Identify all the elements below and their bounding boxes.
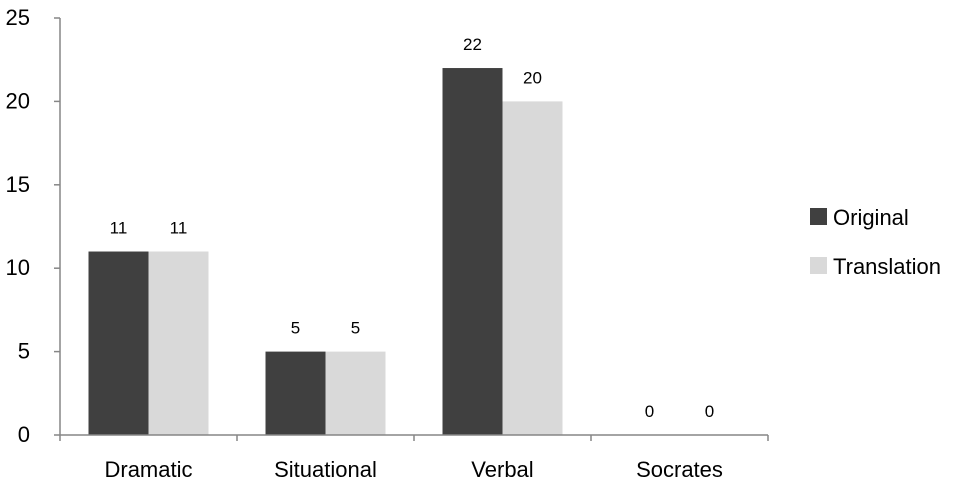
bar-translation-situational (325, 351, 386, 435)
data-label: 20 (523, 68, 542, 87)
legend-label-translation: Translation (833, 254, 941, 279)
x-category-label: Situational (274, 457, 377, 482)
x-axis: Dramatic Situational Verbal Socrates (59, 434, 769, 482)
bar-original-verbal (442, 68, 503, 435)
bar-original-dramatic (88, 251, 149, 435)
legend-swatch-original (810, 208, 827, 225)
data-labels: 11 11 5 5 22 20 0 0 (110, 35, 715, 421)
y-tick-label: 25 (6, 5, 30, 30)
data-label: 0 (645, 402, 654, 421)
y-tick-label: 10 (6, 255, 30, 280)
data-label: 22 (463, 35, 482, 54)
x-category-label: Verbal (471, 457, 533, 482)
bars (88, 68, 563, 436)
y-tick-label: 15 (6, 172, 30, 197)
data-label: 5 (291, 319, 300, 338)
data-label: 0 (705, 402, 714, 421)
y-axis: 0 5 10 15 20 25 (6, 5, 61, 447)
y-tick-label: 5 (18, 339, 30, 364)
y-tick-label: 20 (6, 88, 30, 113)
y-tick-label: 0 (18, 422, 30, 447)
legend: Original Translation (810, 205, 941, 279)
legend-swatch-translation (810, 257, 827, 274)
bar-translation-verbal (502, 101, 563, 436)
data-label: 11 (170, 219, 188, 238)
bar-translation-dramatic (148, 251, 209, 435)
data-label: 5 (351, 319, 360, 338)
legend-label-original: Original (833, 205, 909, 230)
bar-original-situational (265, 351, 326, 435)
x-category-label: Dramatic (104, 457, 192, 482)
x-category-label: Socrates (636, 457, 723, 482)
data-label: 11 (110, 219, 128, 238)
